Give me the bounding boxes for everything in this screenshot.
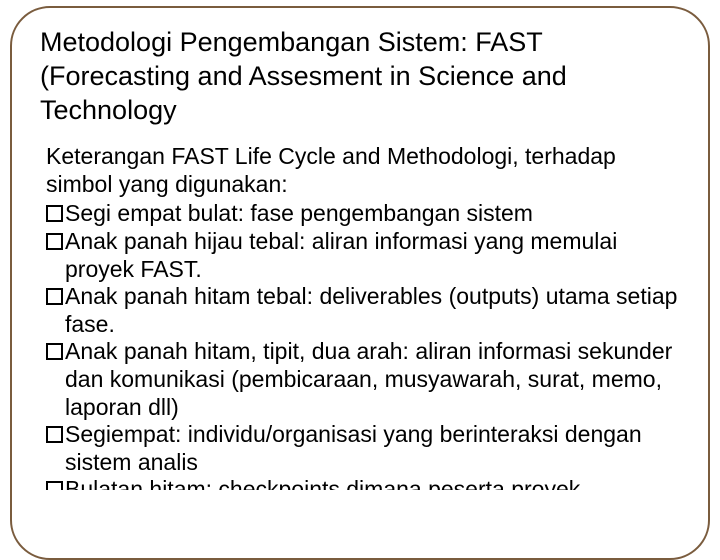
square-bullet-icon xyxy=(46,288,63,305)
bullet-item: Segiempat: individu/organisasi yang beri… xyxy=(46,421,680,476)
bullet-item: Anak panah hitam, tipit, dua arah: alira… xyxy=(46,338,680,421)
slide-frame: Metodologi Pengembangan Sistem: FAST (Fo… xyxy=(10,6,710,560)
square-bullet-icon xyxy=(46,233,63,250)
intro-text: Keterangan FAST Life Cycle and Methodolo… xyxy=(46,143,680,198)
bullet-text: Anak panah hitam tebal: deliverables (ou… xyxy=(65,283,680,338)
slide-body: Keterangan FAST Life Cycle and Methodolo… xyxy=(40,143,680,490)
bullet-item: Bulatan hitam: checkpoints dimana pesert… xyxy=(46,476,680,490)
square-bullet-icon xyxy=(46,205,63,222)
bullet-item: Anak panah hijau tebal: aliran informasi… xyxy=(46,228,680,283)
square-bullet-icon xyxy=(46,481,63,490)
square-bullet-icon xyxy=(46,426,63,443)
bullet-text: Segi empat bulat: fase pengembangan sist… xyxy=(65,200,680,228)
bullet-text: Segiempat: individu/organisasi yang beri… xyxy=(65,421,680,476)
bullet-item: Anak panah hitam tebal: deliverables (ou… xyxy=(46,283,680,338)
bullet-item: Segi empat bulat: fase pengembangan sist… xyxy=(46,200,680,228)
bullet-text: Anak panah hijau tebal: aliran informasi… xyxy=(65,228,680,283)
bullet-text: Anak panah hitam, tipit, dua arah: alira… xyxy=(65,338,680,421)
bullet-text: Bulatan hitam: checkpoints dimana pesert… xyxy=(65,476,680,490)
square-bullet-icon xyxy=(46,343,63,360)
slide-title: Metodologi Pengembangan Sistem: FAST (Fo… xyxy=(40,26,680,127)
